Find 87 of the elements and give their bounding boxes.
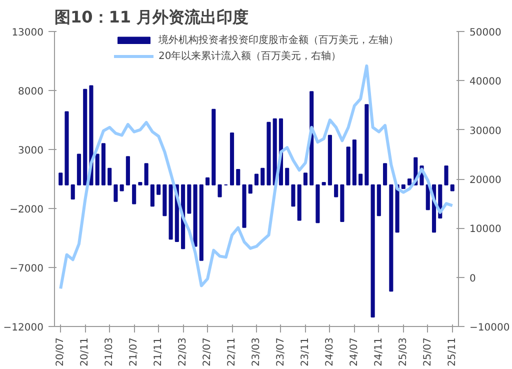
y-tick-label: 3000 [18,146,44,156]
y2-tick-label: −10000 [470,322,510,334]
x-tick-label: 21/03 [104,337,116,366]
bar [230,132,234,186]
x-tick-label: 20/11 [80,337,91,366]
bar [450,184,454,192]
bar [248,184,252,194]
bar [199,184,204,261]
x-tick-label: 24/11 [373,337,384,366]
bar [328,134,332,186]
bar [156,184,161,195]
bar [254,174,259,186]
bar [285,168,290,186]
y2-tick-label: 0 [470,273,476,284]
x-tick-label: 25/07 [422,337,434,366]
x-tick-label: 22/03 [178,337,189,366]
y-tick-label: −12000 [3,322,44,334]
y-tick-label: −2000 [10,204,44,216]
bar [138,182,142,186]
bar [83,88,88,186]
x-tick-label: 23/07 [275,337,286,366]
bar [168,184,173,240]
bar [340,184,344,222]
bar [114,184,118,202]
bar [101,143,106,186]
y-tick-label: 8000 [18,86,44,98]
bar [383,163,388,186]
x-tick-label: 22/11 [226,337,238,366]
x-tick-label: 23/03 [251,337,262,366]
chart-title: 图10：11 月外资流出印度 [54,8,249,26]
bar [401,184,406,189]
bar [352,140,356,186]
bar [144,163,148,186]
bar [408,178,412,186]
bar [76,154,82,186]
bar [120,184,124,192]
line-series [59,64,454,290]
legend-label: 境外机构投资者投资印度股市金额（百万美元，左轴） [158,34,398,47]
bar [376,184,381,216]
x-tick-label: 24/03 [324,337,336,366]
y-tick-label: 13000 [12,28,44,38]
y2-tick-label: 40000 [470,76,502,88]
bar [358,174,363,186]
x-tick-label: 21/11 [153,337,164,366]
bar [236,169,240,186]
bar [95,154,100,186]
y2-tick-label: 30000 [470,126,502,137]
bar [162,184,167,216]
bar [297,184,302,221]
bar [389,184,394,292]
x-tick-label: 25/11 [446,337,458,366]
x-tick-label: 22/07 [202,337,214,366]
bar [70,184,75,200]
bar [322,182,326,186]
bar [346,146,350,186]
bar [370,184,375,318]
bar [291,184,296,207]
bar [242,184,246,228]
bar [126,156,130,186]
bar [303,172,308,186]
x-tick-label: 23/11 [300,337,311,366]
bar [444,166,448,186]
bar [206,177,210,186]
bar [64,111,69,186]
y-tick-label: −7000 [10,264,44,274]
x-tick-label: 20/07 [55,337,66,366]
bar [150,184,154,207]
x-tick-label: 21/07 [128,337,140,366]
bar [108,168,112,186]
bar [187,184,192,214]
bar [260,168,265,186]
bar [364,104,369,186]
y2-tick-label: 20000 [470,175,502,186]
bar [316,184,320,224]
x-tick-label: 24/07 [348,337,360,366]
x-tick-label: 25/03 [398,337,409,366]
bar [193,184,198,247]
bar [272,118,277,186]
bar [266,122,271,186]
bar [212,108,216,186]
y2-tick-label: 10000 [470,224,502,236]
bar [132,184,136,204]
legend-label: 20年以来累计流入额（百万美元，右轴） [158,50,342,63]
bar [218,184,222,198]
y2-tick-label: 50000 [470,28,502,38]
bar [334,184,338,198]
bar [58,172,63,186]
